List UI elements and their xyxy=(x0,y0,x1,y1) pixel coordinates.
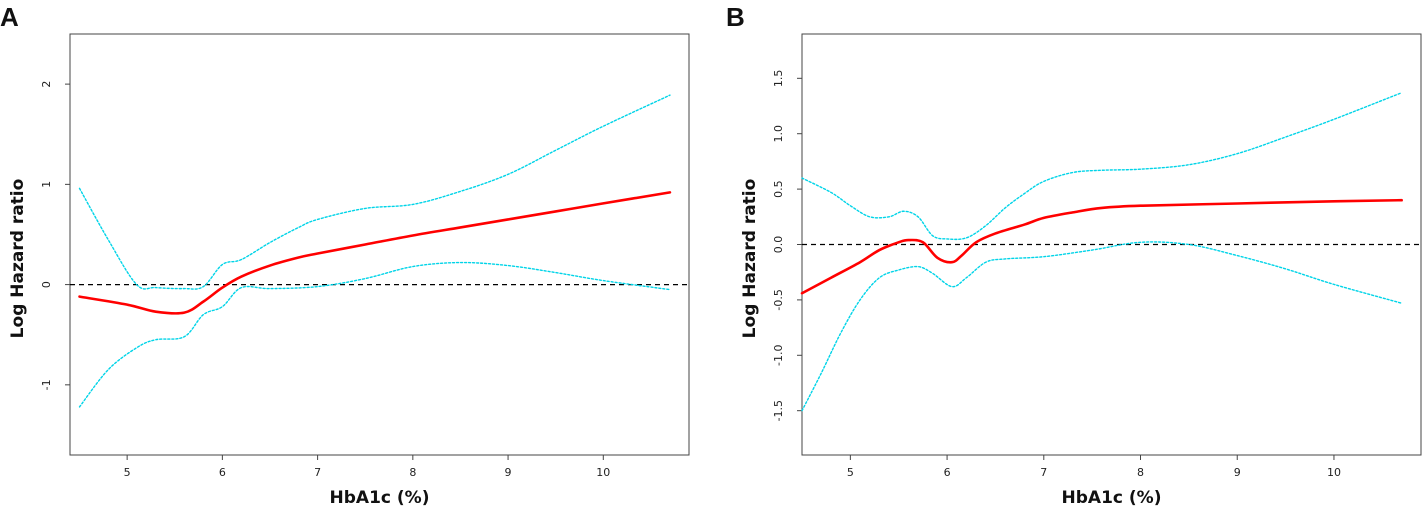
x-axis-title: HbA1c (%) xyxy=(330,488,430,508)
x-tick-label: 7 xyxy=(1040,466,1047,479)
x-tick-label: 10 xyxy=(1327,466,1341,479)
panel-b-plot: 5 6 7 8 9 10 -1.5 -1.0 -0.5 0.0 0.5 1.0 1.5 HbA1c (%)… xyxy=(740,33,1422,508)
x-tick-label: 6 xyxy=(219,466,226,479)
y-tick-label: 1 xyxy=(40,181,53,188)
x-tick-label: 10 xyxy=(596,466,610,479)
y-tick-label: 0 xyxy=(40,281,53,288)
upper-ci-line xyxy=(78,94,671,290)
plot-frame xyxy=(69,33,690,456)
lower-ci-line xyxy=(801,241,1403,412)
y-axis-title: Log Hazard ratio xyxy=(8,179,28,339)
y-axis-title: Log Hazard ratio xyxy=(740,179,760,339)
panel-label-a: A xyxy=(0,2,19,32)
y-tick-label: 0.0 xyxy=(772,236,785,254)
lower-ci-line xyxy=(78,261,671,408)
y-tick-label: 0.5 xyxy=(772,180,785,198)
x-tick-label: 9 xyxy=(1234,466,1241,479)
upper-ci-line xyxy=(801,92,1403,241)
x-tick-label: 7 xyxy=(314,466,321,479)
y-tick-label: -1.0 xyxy=(772,345,785,366)
y-tick-label: 2 xyxy=(40,81,53,88)
x-tick-label: 9 xyxy=(505,466,512,479)
y-tick-label: -0.5 xyxy=(772,289,785,310)
panel-a-plot: 5 6 7 8 9 10 -1 0 1 2 HbA1c (%) Log Hazard ratio xyxy=(8,33,690,508)
x-tick-label: 5 xyxy=(847,466,854,479)
y-tick-label: -1.5 xyxy=(772,400,785,421)
panel-label-b: B xyxy=(726,2,745,32)
x-axis-title: HbA1c (%) xyxy=(1062,488,1162,508)
x-tick-label: 5 xyxy=(124,466,131,479)
x-tick-label: 8 xyxy=(1137,466,1144,479)
y-tick-label: -1 xyxy=(40,379,53,390)
estimate-line xyxy=(800,198,1403,295)
x-tick-label: 8 xyxy=(409,466,416,479)
y-tick-label: 1.0 xyxy=(772,125,785,143)
y-tick-label: 1.5 xyxy=(772,70,785,88)
x-tick-label: 6 xyxy=(944,466,951,479)
estimate-line xyxy=(78,191,672,315)
